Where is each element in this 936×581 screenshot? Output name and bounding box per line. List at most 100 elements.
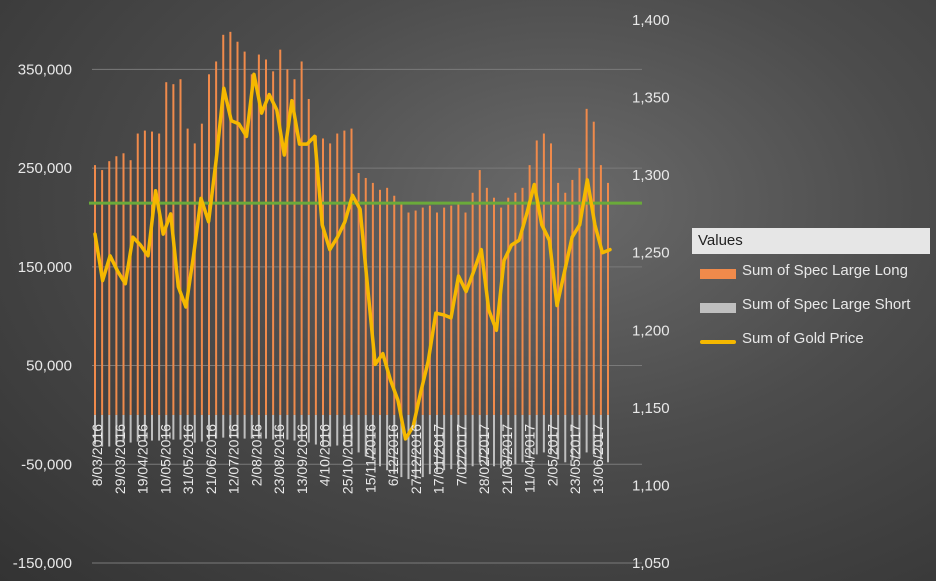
bar-spec-large-long <box>371 182 374 415</box>
bar-spec-large-short <box>578 414 581 459</box>
bar-spec-large-long <box>265 59 267 415</box>
legend-swatch-short <box>700 303 736 313</box>
bar-spec-large-short <box>571 414 574 461</box>
x-tick-label: 4/10/2016 <box>317 424 333 486</box>
y-left-tick-label: 250,000 <box>18 160 72 177</box>
bar-spec-large-long <box>428 205 431 415</box>
bar-spec-large-short <box>307 414 310 443</box>
bar-spec-large-short <box>542 414 545 453</box>
bar-spec-large-short <box>550 414 552 455</box>
bar-spec-large-long <box>414 210 417 415</box>
bar-spec-large-short <box>172 414 175 440</box>
x-tick-label: 2/05/2017 <box>544 424 560 486</box>
bar-spec-large-short <box>421 414 424 478</box>
legend-label: Sum of Spec Large Long <box>742 262 908 279</box>
bar-spec-large-short <box>585 414 588 453</box>
bar-spec-large-long <box>599 165 602 415</box>
bar-spec-large-long <box>165 82 168 415</box>
bar-spec-large-long <box>421 207 424 415</box>
legend: Values Sum of Spec Large Long Sum of Spe… <box>692 228 930 356</box>
bar-spec-large-long <box>200 123 203 415</box>
x-tick-label: 28/02/2017 <box>476 424 492 494</box>
bar-spec-large-long <box>379 189 381 415</box>
bar-spec-large-short <box>229 414 232 438</box>
x-tick-label: 23/05/2017 <box>567 424 583 494</box>
bar-spec-large-long <box>493 197 495 415</box>
bar-spec-large-short <box>457 414 460 469</box>
x-tick-label: 19/04/2016 <box>135 424 151 494</box>
bar-spec-large-short <box>485 414 488 465</box>
bar-spec-large-short <box>129 414 132 443</box>
bar-spec-large-short <box>243 414 246 439</box>
y-left-tick-label: -50,000 <box>21 456 72 473</box>
bar-spec-large-long <box>286 69 289 415</box>
bar-spec-large-short <box>357 414 360 453</box>
bar-spec-large-long <box>500 207 503 415</box>
bar-spec-large-short <box>500 414 503 469</box>
bar-spec-large-short <box>236 414 239 438</box>
bar-spec-large-short <box>286 414 289 440</box>
bar-spec-large-short <box>250 414 253 439</box>
x-tick-label: 13/06/2017 <box>590 424 606 494</box>
bar-spec-large-short <box>478 414 481 463</box>
bar-spec-large-long <box>464 212 467 415</box>
bar-spec-large-long <box>350 128 353 415</box>
x-tick-label: 25/10/2016 <box>340 424 356 494</box>
x-tick-label: 31/05/2016 <box>180 424 196 494</box>
bar-spec-large-short <box>158 414 161 441</box>
bar-spec-large-short <box>493 414 495 467</box>
x-tick-label: 11/04/2017 <box>522 424 538 493</box>
bar-spec-large-long <box>101 170 104 415</box>
legend-title: Values <box>692 228 930 254</box>
y-left-tick-label: -150,000 <box>13 555 72 572</box>
bar-spec-large-long <box>343 130 346 415</box>
bar-spec-large-long <box>336 133 339 415</box>
bar-spec-large-short <box>200 414 203 442</box>
x-tick-label: 10/05/2016 <box>157 424 173 494</box>
bar-spec-large-long <box>179 79 182 415</box>
y-axis-right: 1,400 1,350 1,300 1,250 1,200 1,150 1,100 1,050 <box>632 12 670 572</box>
bar-spec-large-short <box>165 414 168 440</box>
bar-spec-large-short <box>300 414 303 441</box>
bar-spec-large-short <box>329 414 332 447</box>
bar-spec-large-long <box>307 98 310 415</box>
x-tick-label: 21/06/2016 <box>203 424 219 494</box>
legend-item-spec-large-long: Sum of Spec Large Long <box>692 254 930 288</box>
bar-spec-large-short <box>193 414 196 443</box>
bar-spec-large-short <box>521 414 524 463</box>
bar-spec-large-long <box>143 130 146 415</box>
x-axis: 8/03/2016 29/03/2016 19/04/2016 10/05/2016 3… <box>89 424 606 494</box>
bar-spec-large-long <box>129 160 132 415</box>
bar-spec-large-long <box>400 202 403 415</box>
y-right-tick-label: 1,150 <box>632 400 670 417</box>
bar-spec-large-short <box>599 414 602 460</box>
bar-spec-large-short <box>393 414 396 475</box>
bar-spec-large-short <box>343 414 346 446</box>
bar-spec-large-short <box>265 414 267 439</box>
bar-spec-large-short <box>122 414 125 443</box>
x-tick-label: 27/12/2016 <box>408 424 424 494</box>
bar-spec-large-short <box>414 414 417 480</box>
bar-spec-large-short <box>314 414 317 445</box>
bar-spec-large-short <box>179 414 182 440</box>
bar-spec-large-long <box>564 192 567 415</box>
bar-spec-large-long <box>585 108 588 415</box>
bar-spec-large-long <box>108 161 111 415</box>
bar-spec-large-short <box>564 414 567 463</box>
bar-spec-large-long <box>293 79 296 415</box>
bar-spec-large-short <box>514 414 517 465</box>
y-right-tick-label: 1,400 <box>632 12 670 29</box>
bar-spec-large-short <box>151 414 153 441</box>
bar-spec-large-long <box>357 173 360 415</box>
bar-spec-large-short <box>136 414 139 442</box>
bar-spec-large-long <box>471 192 474 415</box>
bar-spec-large-long <box>186 128 189 415</box>
bar-spec-large-short <box>528 414 531 459</box>
bar-spec-large-long <box>314 135 317 415</box>
legend-swatch-gold <box>700 340 736 344</box>
y-right-tick-label: 1,300 <box>632 167 670 184</box>
legend-item-spec-large-short: Sum of Spec Large Short <box>692 288 930 322</box>
bar-spec-large-long <box>193 143 196 415</box>
bar-spec-large-short <box>364 414 367 457</box>
bar-spec-large-long <box>528 165 531 415</box>
